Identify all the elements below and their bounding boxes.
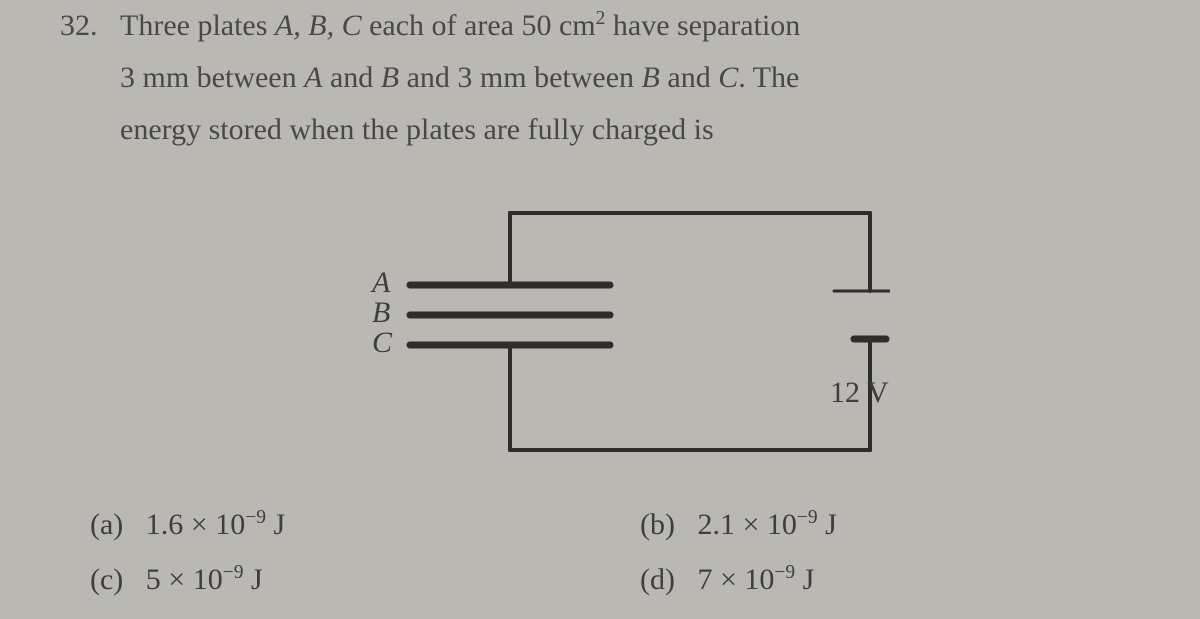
- question-line-1: Three plates A, B, C each of area 50 cm2…: [120, 0, 1185, 52]
- option-unit: J: [243, 563, 262, 596]
- svg-text:A: A: [370, 266, 391, 299]
- option-unit: J: [266, 508, 285, 541]
- option-label: (b): [640, 508, 675, 541]
- option-unit: J: [795, 563, 814, 596]
- option-label: (a): [90, 508, 123, 541]
- option-a: (a) 1.6 × 10−9 J: [90, 508, 285, 542]
- text: . The: [738, 61, 799, 94]
- text: and: [660, 61, 718, 94]
- text: 3 mm between: [120, 61, 304, 94]
- superscript: 2: [596, 8, 606, 29]
- text: and 3 mm between: [399, 61, 641, 94]
- question-line-3: energy stored when the plates are fully …: [120, 104, 1185, 156]
- question-text: Three plates A, B, C each of area 50 cm2…: [120, 0, 1185, 156]
- text: each of area 50 cm: [362, 9, 596, 42]
- option-label: (d): [640, 563, 675, 596]
- option-value: 5 × 10: [146, 563, 223, 596]
- option-exp: −9: [223, 562, 244, 583]
- option-d: (d) 7 × 10−9 J: [640, 563, 814, 597]
- text-italic: B: [642, 61, 660, 94]
- option-value: 2.1 × 10: [697, 508, 796, 541]
- text-italic: B: [381, 61, 399, 94]
- option-exp: −9: [797, 507, 818, 528]
- svg-text:12 V: 12 V: [830, 376, 889, 409]
- option-exp: −9: [774, 562, 795, 583]
- option-exp: −9: [245, 507, 266, 528]
- question-number: 32.: [60, 0, 98, 52]
- option-c: (c) 5 × 10−9 J: [90, 563, 263, 597]
- option-value: 1.6 × 10: [146, 508, 245, 541]
- circuit-figure: ABC 12 V: [330, 195, 890, 475]
- option-value: 7 × 10: [697, 563, 774, 596]
- text-italic: A: [304, 61, 322, 94]
- text: and: [322, 61, 380, 94]
- option-b: (b) 2.1 × 10−9 J: [640, 508, 837, 542]
- svg-text:C: C: [372, 326, 393, 359]
- text: have separation: [605, 9, 800, 42]
- text-italic: C: [718, 61, 738, 94]
- page: 32. Three plates A, B, C each of area 50…: [0, 0, 1200, 619]
- option-label: (c): [90, 563, 123, 596]
- svg-text:B: B: [372, 296, 390, 329]
- option-unit: J: [818, 508, 837, 541]
- text-italic: A, B, C: [275, 9, 362, 42]
- question-line-2: 3 mm between A and B and 3 mm between B …: [120, 52, 1185, 104]
- text: Three plates: [120, 9, 275, 42]
